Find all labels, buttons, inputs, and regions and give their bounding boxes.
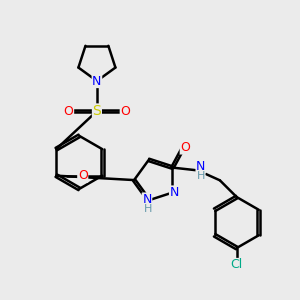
Text: O: O [180,141,190,154]
Text: O: O [64,105,74,118]
Text: O: O [78,169,88,182]
Text: H: H [144,204,152,214]
Text: N: N [196,160,206,173]
Text: N: N [169,186,179,199]
Text: Cl: Cl [231,259,243,272]
Text: N: N [92,74,102,88]
Text: N: N [142,193,152,206]
Text: H: H [196,171,205,181]
Text: O: O [120,105,130,118]
Text: S: S [92,104,101,118]
